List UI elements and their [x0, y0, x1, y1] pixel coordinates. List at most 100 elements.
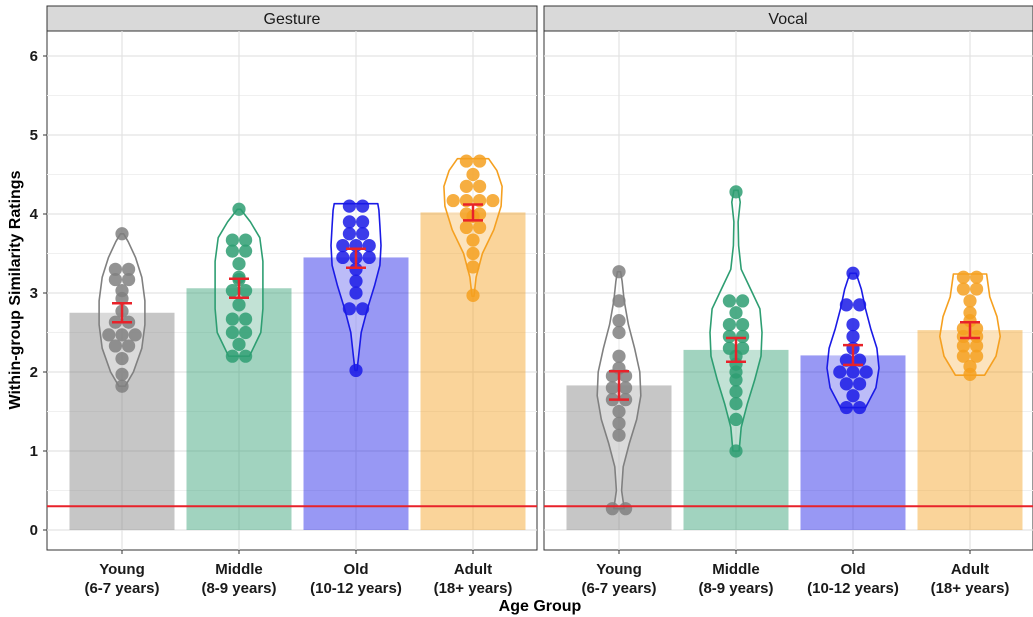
point-vocal-middle [736, 318, 750, 332]
point-gesture-old [336, 239, 350, 253]
point-gesture-middle [239, 244, 253, 258]
groups-gesture [69, 154, 526, 531]
x-tick-label-gesture-old: Old [344, 561, 369, 578]
point-gesture-old [362, 239, 376, 253]
point-vocal-old [859, 365, 873, 379]
point-vocal-young [612, 349, 626, 363]
x-tick-label-vocal-young: Young [596, 561, 642, 578]
x-tick-label-gesture-middle: Middle [215, 561, 263, 578]
point-gesture-adult [466, 260, 480, 274]
y-tick-label-6: 6 [30, 48, 38, 65]
point-gesture-adult [459, 220, 473, 235]
point-gesture-adult [459, 179, 473, 193]
point-vocal-adult [970, 349, 984, 363]
point-vocal-middle [729, 185, 743, 199]
point-gesture-young [102, 328, 116, 342]
point-gesture-middle [232, 337, 246, 351]
error-bar-vocal-adult [960, 320, 980, 340]
point-vocal-old [839, 298, 854, 312]
point-gesture-middle [225, 244, 239, 258]
point-vocal-old [853, 353, 867, 367]
point-gesture-adult [473, 179, 487, 193]
bar-vocal-old [800, 355, 906, 530]
point-gesture-adult [466, 167, 480, 182]
point-vocal-young [612, 294, 626, 308]
point-gesture-old [342, 302, 356, 316]
point-vocal-middle [722, 318, 737, 332]
group-gesture-middle [186, 202, 292, 530]
point-vocal-middle [722, 294, 737, 308]
point-vocal-middle [729, 444, 743, 458]
point-vocal-young [619, 502, 633, 516]
groups-vocal [566, 185, 1023, 530]
group-gesture-adult [420, 154, 526, 531]
point-vocal-middle [722, 341, 737, 355]
point-vocal-adult [963, 306, 977, 320]
point-gesture-adult [459, 154, 473, 168]
point-gesture-middle [232, 257, 246, 271]
point-vocal-adult [956, 339, 971, 353]
point-gesture-old [342, 227, 356, 241]
point-gesture-middle [239, 312, 253, 326]
point-vocal-middle [736, 341, 750, 355]
point-vocal-old [833, 365, 847, 379]
x-axis-title: Age Group [499, 598, 582, 615]
point-gesture-young [122, 272, 136, 287]
x-tick-label-gesture-young: Young [99, 561, 145, 578]
point-gesture-middle [232, 202, 246, 216]
point-gesture-middle [232, 270, 246, 284]
point-gesture-middle [225, 349, 239, 363]
point-vocal-young [612, 416, 626, 430]
error-bar-gesture-young [112, 302, 132, 324]
point-vocal-middle [729, 306, 743, 320]
strip-vocal-label: Vocal [768, 11, 807, 28]
point-gesture-old [342, 199, 356, 213]
point-vocal-young [612, 404, 626, 419]
x-axis: Young (6-7 years) Middle (8-9 years) Old (10-… [84, 550, 1009, 597]
point-vocal-young [605, 502, 620, 516]
point-gesture-old [349, 262, 363, 276]
y-tick-label-1: 1 [30, 443, 38, 460]
strip-gesture [46, 5, 538, 32]
bar-gesture-middle [186, 288, 292, 530]
strip-vocal [543, 5, 1033, 32]
point-vocal-adult [970, 270, 984, 284]
point-gesture-middle [239, 349, 253, 363]
point-vocal-young [619, 381, 633, 395]
strip-gesture-label: Gesture [264, 11, 321, 28]
point-vocal-old [846, 365, 860, 379]
point-gesture-old [356, 215, 370, 229]
x-tick-sublabel-vocal-old: (10-12 years) [807, 580, 899, 597]
point-vocal-old [853, 400, 867, 415]
point-vocal-old [839, 353, 854, 367]
point-vocal-adult [956, 349, 971, 363]
point-vocal-young [612, 314, 626, 328]
x-tick-sublabel-vocal-young: (6-7 years) [581, 580, 656, 597]
x-tick-sublabel-gesture-middle: (8-9 years) [201, 580, 276, 597]
error-bar-gesture-middle [229, 277, 249, 299]
point-vocal-adult [956, 282, 971, 296]
x-tick-label-vocal-adult: Adult [951, 561, 989, 578]
point-gesture-adult [473, 207, 487, 221]
point-gesture-old [349, 286, 363, 300]
point-gesture-middle [225, 233, 239, 247]
point-gesture-adult [466, 288, 480, 302]
point-vocal-old [846, 266, 860, 280]
point-vocal-middle [729, 385, 743, 399]
x-tick-label-vocal-middle: Middle [712, 561, 760, 578]
point-gesture-adult [486, 193, 500, 208]
group-vocal-adult [917, 270, 1023, 530]
point-vocal-adult [963, 294, 977, 308]
point-gesture-adult [459, 207, 473, 221]
point-vocal-old [839, 377, 854, 391]
point-gesture-old [342, 215, 356, 229]
error-bar-vocal-young [609, 369, 629, 401]
panel-gesture: Gesture [46, 5, 538, 551]
bar-gesture-young [69, 312, 175, 530]
point-gesture-adult [466, 233, 480, 247]
point-gesture-adult [446, 193, 460, 208]
panel-vocal: Vocal [543, 5, 1033, 551]
x-tick-sublabel-gesture-old: (10-12 years) [310, 580, 402, 597]
point-gesture-young [108, 272, 122, 287]
